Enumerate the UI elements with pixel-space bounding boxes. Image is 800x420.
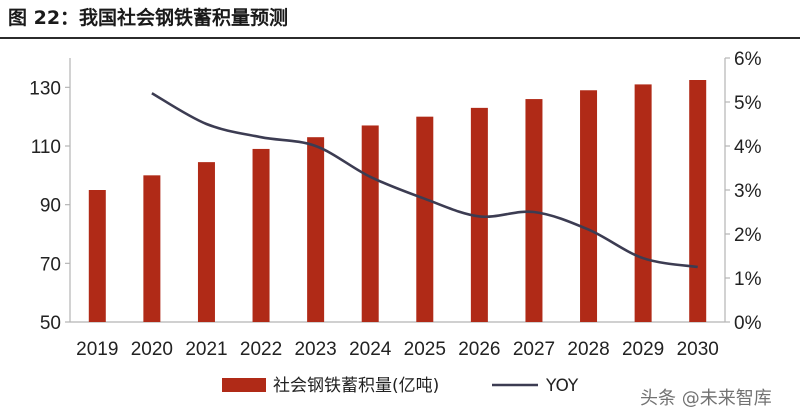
- bar: [525, 99, 543, 322]
- figure-title: 图 22：我国社会钢铁蓄积量预测: [8, 7, 289, 29]
- legend-line-label: YOY: [545, 376, 579, 396]
- x-tick-label: 2029: [622, 339, 664, 360]
- bar: [88, 190, 106, 322]
- x-tick-label: 2026: [458, 339, 500, 360]
- bar: [143, 175, 161, 322]
- right-tick-label: 4%: [734, 137, 762, 158]
- bar: [634, 84, 652, 323]
- bar: [307, 137, 325, 322]
- x-tick-label: 2025: [404, 339, 446, 360]
- x-tick-label: 2022: [240, 339, 282, 360]
- right-tick-label: 1%: [734, 269, 762, 290]
- bar: [361, 125, 379, 322]
- x-tick-label: 2021: [185, 339, 227, 360]
- bar: [580, 90, 598, 323]
- x-tick-label: 2024: [349, 339, 392, 360]
- legend-bar-label: 社会钢铁蓄积量(亿吨): [273, 376, 439, 396]
- right-tick-label: 0%: [734, 313, 762, 334]
- legend-bar-swatch: [222, 378, 266, 392]
- right-tick-label: 5%: [734, 93, 762, 114]
- left-tick-label: 90: [40, 196, 61, 217]
- bar: [252, 148, 270, 322]
- right-tick-label: 6%: [734, 49, 762, 70]
- figure-header: 图 22：我国社会钢铁蓄积量预测: [0, 0, 800, 40]
- x-tick-label: 2023: [294, 339, 336, 360]
- x-tick-label: 2028: [567, 339, 609, 360]
- watermark: 头条 @未来智库: [640, 388, 772, 409]
- right-tick-label: 3%: [734, 181, 762, 202]
- bar: [689, 80, 707, 322]
- left-tick-label: 70: [40, 254, 61, 275]
- x-tick-label: 2020: [131, 339, 173, 360]
- title-divider: [0, 37, 800, 39]
- x-tick-label: 2019: [76, 339, 118, 360]
- x-tick-label: 2030: [677, 339, 719, 360]
- left-tick-label: 50: [40, 313, 61, 334]
- bar: [470, 107, 488, 322]
- x-tick-label: 2027: [513, 339, 555, 360]
- bar: [197, 162, 215, 322]
- bar: [416, 116, 434, 323]
- yoy-line: [151, 92, 698, 269]
- right-tick-label: 2%: [734, 225, 762, 246]
- left-tick-label: 110: [31, 137, 61, 158]
- left-tick-label: 130: [29, 78, 61, 99]
